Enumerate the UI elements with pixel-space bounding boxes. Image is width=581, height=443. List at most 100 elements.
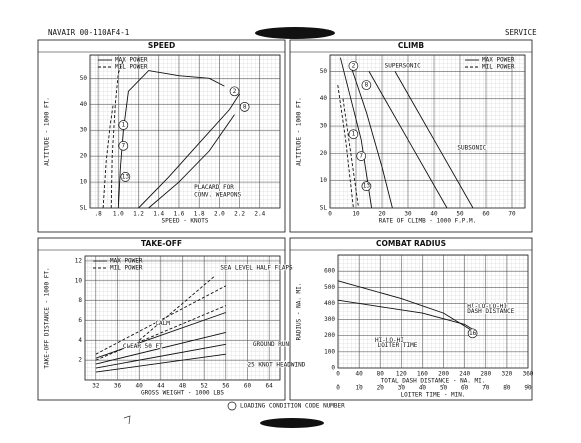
y-tick-label: 12 [75,257,83,264]
chart-title: TAKE-OFF [141,239,182,248]
legend-label: MAX POWER [482,57,515,64]
annotation: LOITER TIME [378,342,418,349]
y-tick-label: 500 [324,284,335,291]
x-tick-label: 32 [92,383,100,390]
y-axis-label: RADIUS - NA. MI. [296,283,303,341]
code-circle [120,172,131,182]
code-circle [361,80,372,90]
y-tick-label: 40 [320,95,328,102]
annotation: 8 [243,103,247,110]
y-tick-label: 10 [320,177,328,184]
header-left: NAVAIR 00-110AF4-1 [48,28,129,37]
x-tick-label: 360 [523,371,534,378]
x-tick-label: 1.2 [133,211,144,218]
panel [289,237,533,401]
annotation: HI-LO-LO-HI [467,303,507,310]
x2-tick-label: 20 [377,385,385,392]
legend-label: MIL POWER [110,265,143,272]
y-tick-label: 0 [331,365,335,372]
annotation: 25 KNOT HEADWIND [248,362,306,369]
x2-axis-label: LOITER TIME - MIN. [400,392,465,399]
x-tick-label: 280 [480,371,491,378]
x-tick-label: 40 [355,371,363,378]
x2-tick-label: 40 [419,385,427,392]
annotation: HI-LO-HI [375,337,404,344]
annotation: 7 [122,142,126,149]
y-tick-label: 6 [78,317,82,324]
plot-area [89,54,281,209]
x2-tick-label: 60 [461,385,469,392]
x-tick-label: 40 [136,383,144,390]
y-tick-label: 200 [324,332,335,339]
x-tick-label: 320 [501,371,512,378]
x-tick-label: 120 [396,371,407,378]
annotation: SUBSONIC [457,144,486,151]
y-tick-label: 2 [78,357,82,364]
x-tick-label: 240 [459,371,470,378]
legend-label: MIL POWER [482,64,515,71]
y-tick-label: 40 [80,101,88,108]
redaction [255,27,335,39]
x2-tick-label: 90 [524,385,532,392]
x-tick-label: 10 [352,211,360,218]
x-tick-label: 60 [244,383,252,390]
panel [37,39,286,233]
y-tick-label: 100 [324,348,335,355]
plot-area [329,54,526,209]
x-tick-label: 1.4 [153,211,164,218]
x2-tick-label: 0 [336,385,340,392]
x-axis-label: RATE OF CLIMB - 1000 F.P.M. [379,218,477,225]
panel [37,237,286,401]
x-tick-label: 2.2 [234,211,245,218]
code-circle [348,61,359,71]
annotation: DASH DISTANCE [467,308,514,315]
y-tick-label: 600 [324,268,335,275]
x2-tick-label: 50 [440,385,448,392]
annotation: 13 [122,173,130,180]
x-tick-label: 2.4 [254,211,265,218]
chart-title: CLIMB [398,41,425,50]
y-tick-label: 300 [324,316,335,323]
x-tick-label: 2.0 [214,211,225,218]
x-tick-label: 56 [222,383,230,390]
y-tick-label: 8 [78,297,82,304]
x-tick-label: 1.0 [113,211,124,218]
data-line [102,60,124,209]
legend-label: MAX POWER [115,57,148,64]
chart-title: COMBAT RADIUS [376,239,446,248]
y-tick-label: 20 [320,150,328,157]
x-tick-label: 36 [114,383,122,390]
code-circle [348,129,359,140]
annotation: GROUND RUN [253,341,290,348]
x-tick-label: 70 [508,211,516,218]
y-tick-label: 20 [80,153,88,160]
code-circle [118,140,129,151]
annotation: CLEAR 50 FT [123,343,163,350]
data-line [339,57,474,209]
x2-tick-label: 80 [503,385,511,392]
y-tick-label: 50 [80,75,88,82]
x2-tick-label: 10 [355,385,363,392]
chart-title: SPEED [148,41,175,50]
y-tick-label: SL [80,205,88,212]
x-tick-label: 60 [482,211,490,218]
redaction [260,418,324,428]
code-circle [361,181,372,191]
annotation: 7 [359,153,363,160]
x-tick-label: 48 [179,383,187,390]
x-tick-label: 40 [430,211,438,218]
data-line [117,70,240,209]
annotation: SEA LEVEL HALF FLAPS [220,264,293,271]
x-tick-label: 30 [404,211,412,218]
y-axis-label: TAKE-OFF DISTANCE - 1000 FT. [44,267,51,368]
x-tick-label: .8 [94,211,102,218]
y-tick-label: 10 [75,277,83,284]
x-tick-label: 50 [456,211,464,218]
annotation: 13 [363,183,371,190]
annotation: 2 [352,62,356,69]
annotation: 2 [233,88,237,95]
x-tick-label: 44 [157,383,165,390]
legend-label: MAX POWER [110,258,143,265]
